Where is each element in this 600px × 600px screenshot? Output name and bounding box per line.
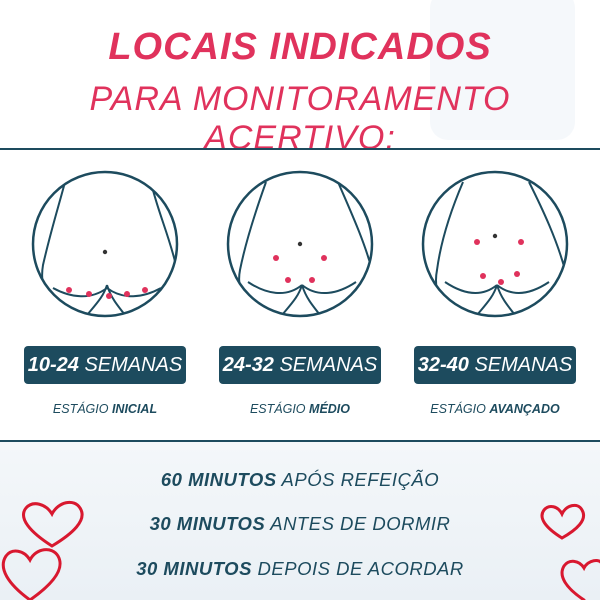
background-device-graphic bbox=[430, 0, 575, 140]
stage-label: ESTÁGIO AVANÇADO bbox=[430, 402, 560, 416]
belly-illustration bbox=[226, 170, 374, 318]
stage-label: ESTÁGIO MÉDIO bbox=[249, 402, 351, 416]
stage-weeks-badge: 10-24 SEMANAS bbox=[24, 346, 186, 384]
tip-after-meal: 60 MINUTOS APÓS REFEIÇÃO bbox=[160, 469, 440, 490]
divider-bottom bbox=[0, 440, 600, 442]
stage-card-advanced: 32-40 SEMANAS ESTÁGIO AVANÇADO bbox=[414, 170, 584, 420]
stage-label: ESTÁGIO INICIAL bbox=[52, 402, 158, 416]
stage-weeks-badge: 24-32 SEMANAS bbox=[219, 346, 381, 384]
heart-icon bbox=[1, 500, 84, 600]
divider-top bbox=[0, 148, 600, 150]
belly-illustration bbox=[421, 170, 569, 318]
belly-illustration bbox=[31, 170, 179, 318]
stage-card-initial: 10-24 SEMANAS ESTÁGIO INICIAL bbox=[24, 170, 194, 420]
tips-panel bbox=[0, 442, 600, 600]
page-title: LOCAIS INDICADOS bbox=[108, 26, 492, 68]
tip-after-waking: 30 MINUTOS DEPOIS DE ACORDAR bbox=[136, 558, 464, 579]
navel-icon bbox=[297, 241, 303, 247]
tip-before-sleep: 30 MINUTOS ANTES DE DORMIR bbox=[149, 513, 451, 534]
stage-card-middle: 24-32 SEMANAS ESTÁGIO MÉDIO bbox=[219, 170, 389, 420]
navel-icon bbox=[492, 233, 498, 239]
heart-icon bbox=[540, 503, 600, 600]
page-subtitle: PARA MONITORAMENTO ACERTIVO: bbox=[89, 80, 511, 157]
stage-weeks-badge: 32-40 SEMANAS bbox=[414, 346, 576, 384]
navel-icon bbox=[102, 249, 108, 255]
